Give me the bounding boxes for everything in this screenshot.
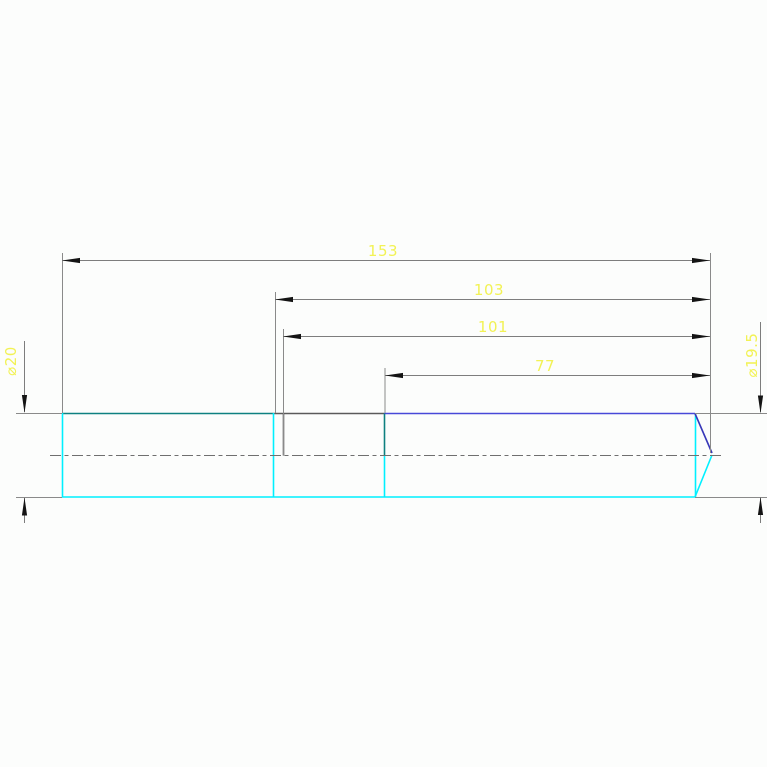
dimension-dia20: ⌀20 bbox=[2, 341, 28, 523]
arrow-right-icon bbox=[692, 257, 710, 264]
dimension-101-label[interactable]: 101 bbox=[478, 318, 508, 336]
dimension-77-label[interactable]: 77 bbox=[535, 357, 555, 375]
arrow-right-icon bbox=[692, 372, 710, 379]
arrow-right-icon bbox=[692, 333, 710, 340]
dimension-dia20-label[interactable]: ⌀20 bbox=[2, 346, 20, 376]
arrow-up-icon bbox=[21, 497, 28, 516]
dimension-153-label[interactable]: 153 bbox=[368, 242, 398, 260]
arrow-down-icon bbox=[757, 395, 764, 414]
dimension-103-label[interactable]: 103 bbox=[474, 281, 504, 299]
dimension-dia195-label[interactable]: ⌀19.5 bbox=[743, 333, 761, 378]
arrow-left-icon bbox=[62, 257, 80, 264]
arrow-left-icon bbox=[385, 372, 403, 379]
dimension-77: 77 bbox=[385, 357, 710, 379]
arrow-left-icon bbox=[275, 296, 293, 303]
arrow-right-icon bbox=[692, 296, 710, 303]
arrow-left-icon bbox=[283, 333, 301, 340]
dimension-101: 101 bbox=[283, 318, 710, 340]
dimension-153: 153 bbox=[62, 242, 710, 264]
dimension-dia195: ⌀19.5 bbox=[743, 322, 764, 523]
arrow-up-icon bbox=[757, 497, 764, 515]
shaft-tip-chamfer-bottom[interactable] bbox=[694, 454, 713, 498]
arrow-down-icon bbox=[21, 395, 28, 413]
shaft-tip-chamfer-top[interactable] bbox=[694, 413, 713, 454]
dimension-103: 103 bbox=[275, 281, 710, 303]
extension-lines bbox=[16, 253, 767, 498]
